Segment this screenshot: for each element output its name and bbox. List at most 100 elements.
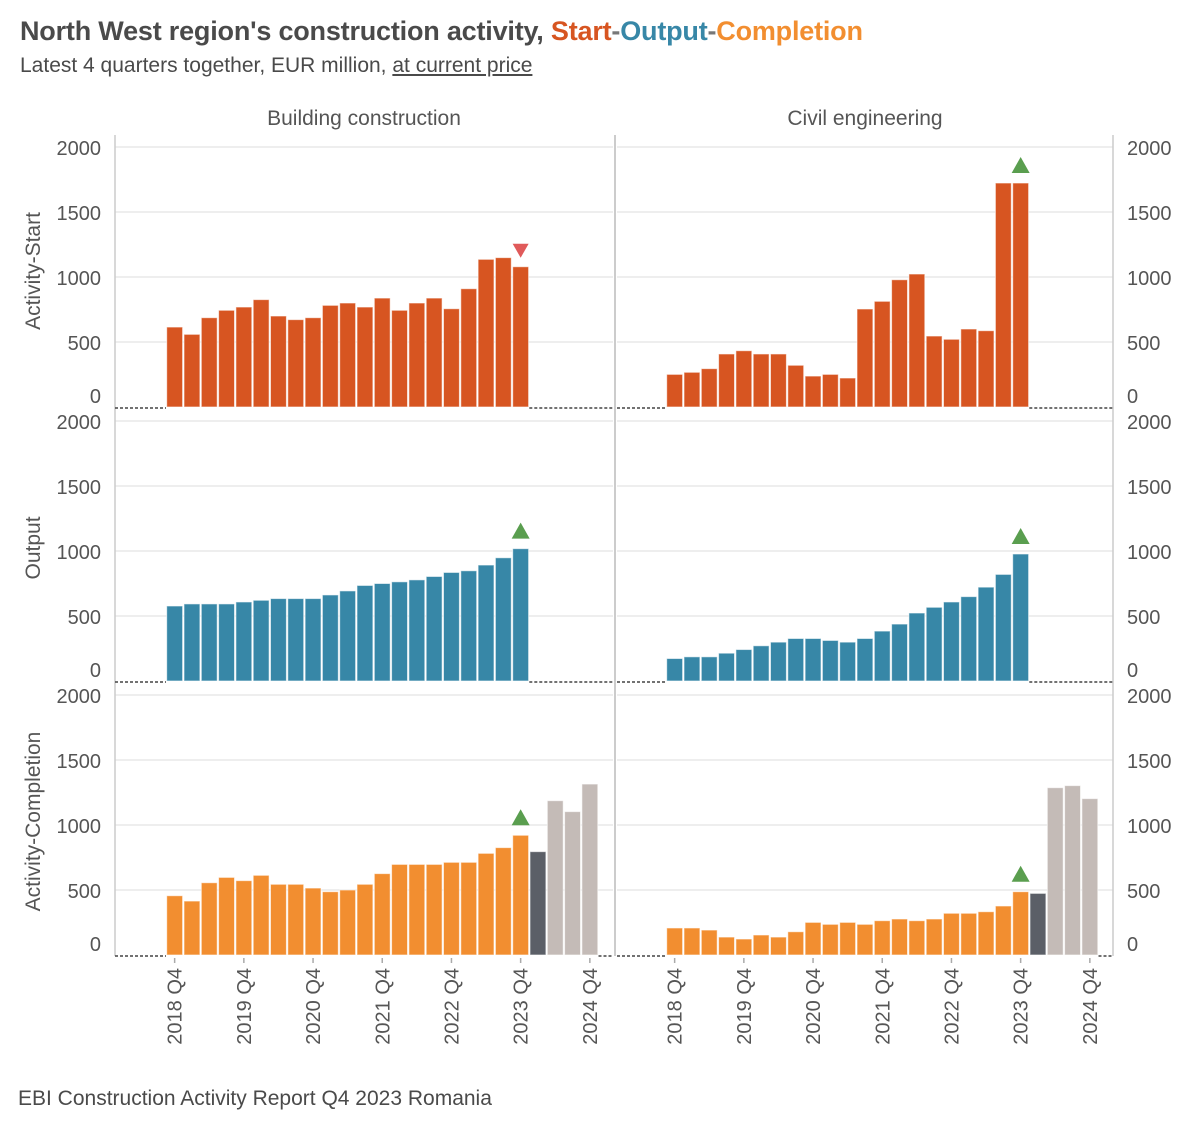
bar — [994, 182, 1012, 408]
x-tick-label: 2019 Q4 — [734, 968, 756, 1045]
bar — [873, 630, 891, 682]
current-price-link[interactable]: at current price — [392, 54, 533, 77]
bar — [804, 375, 822, 408]
bar — [1081, 798, 1099, 956]
bar — [321, 891, 339, 956]
bar — [339, 889, 357, 956]
y-tick-label-left: 1500 — [57, 203, 102, 225]
bar — [166, 326, 184, 408]
bar — [287, 319, 305, 408]
bar — [460, 861, 478, 956]
bar — [908, 612, 926, 682]
bar — [373, 297, 391, 408]
bar — [891, 623, 908, 682]
bar — [235, 601, 253, 682]
y-tick-label-right: 500 — [1127, 333, 1160, 355]
bar — [408, 579, 426, 682]
title-completion: Completion — [716, 16, 863, 46]
bar — [683, 927, 701, 956]
bar — [960, 596, 978, 682]
bar — [856, 923, 874, 956]
bar — [339, 590, 357, 682]
x-tick-label: 2018 Q4 — [165, 968, 187, 1045]
bar — [183, 603, 201, 682]
bar — [839, 377, 857, 408]
y-tick-label-right: 0 — [1127, 934, 1138, 956]
bar — [666, 658, 684, 682]
bar — [512, 266, 530, 408]
column-header: Building construction — [267, 107, 461, 130]
y-tick-label-right: 2000 — [1127, 138, 1172, 160]
bar — [1046, 787, 1064, 956]
bar — [270, 315, 287, 408]
bar — [529, 851, 547, 956]
bar — [683, 371, 701, 408]
x-tick-label: 2024 Q4 — [580, 968, 602, 1045]
bar — [787, 931, 805, 956]
title-sep: - — [611, 16, 621, 46]
bar — [339, 302, 357, 408]
y-tick-label-right: 500 — [1127, 607, 1160, 629]
bar — [856, 308, 874, 408]
y-tick-label-right: 1000 — [1127, 816, 1172, 838]
change-up-marker-icon — [511, 809, 530, 826]
bar — [304, 317, 322, 408]
y-tick-label-right: 1500 — [1127, 751, 1172, 773]
y-tick-label-left: 1000 — [57, 542, 102, 564]
bar — [477, 258, 495, 408]
bar — [718, 652, 735, 682]
bar — [752, 645, 770, 682]
x-tick-label: 2021 Q4 — [872, 968, 894, 1045]
bar — [977, 911, 995, 956]
bar — [477, 852, 495, 956]
bar — [821, 373, 839, 408]
y-tick-label-left: 500 — [68, 881, 101, 903]
bar — [321, 594, 339, 682]
bar — [787, 364, 805, 408]
bar — [443, 571, 460, 682]
y-tick-label-left: 0 — [90, 934, 101, 956]
bar — [735, 350, 753, 408]
bar — [1064, 785, 1081, 956]
bar — [804, 637, 822, 682]
change-up-marker-icon — [1011, 865, 1030, 882]
bar — [270, 883, 287, 956]
bar — [321, 304, 339, 408]
y-tick-label-right: 2000 — [1127, 412, 1172, 434]
bar — [994, 905, 1012, 956]
bar — [235, 880, 253, 956]
bar — [408, 302, 426, 408]
bar — [477, 564, 495, 682]
change-up-marker-icon — [1011, 527, 1030, 544]
title-output: Output — [620, 16, 708, 46]
bar — [821, 639, 839, 682]
chart-title: North West region's construction activit… — [20, 16, 863, 47]
bar — [1029, 892, 1047, 956]
y-tick-label-right: 1000 — [1127, 542, 1172, 564]
bar — [443, 308, 460, 408]
change-up-marker-icon — [1011, 157, 1030, 174]
y-tick-label-left: 0 — [90, 386, 101, 408]
y-tick-label-left: 1500 — [57, 751, 102, 773]
y-tick-label-right: 1500 — [1127, 477, 1172, 499]
bar — [891, 279, 908, 408]
bar — [873, 920, 891, 956]
bar — [391, 863, 409, 956]
bar — [752, 934, 770, 956]
y-tick-label-left: 2000 — [57, 138, 102, 160]
bar — [1012, 182, 1030, 408]
bar — [460, 288, 478, 408]
bar — [494, 257, 512, 408]
bar — [718, 353, 735, 408]
bar — [839, 921, 857, 956]
y-tick-label-right: 500 — [1127, 881, 1160, 903]
bar — [494, 847, 512, 956]
change-up-marker-icon — [511, 522, 530, 539]
bar — [252, 599, 270, 682]
bar — [960, 912, 978, 956]
bar — [200, 882, 218, 956]
bar — [804, 921, 822, 956]
y-tick-label-right: 1000 — [1127, 268, 1172, 290]
y-tick-label-left: 2000 — [57, 412, 102, 434]
